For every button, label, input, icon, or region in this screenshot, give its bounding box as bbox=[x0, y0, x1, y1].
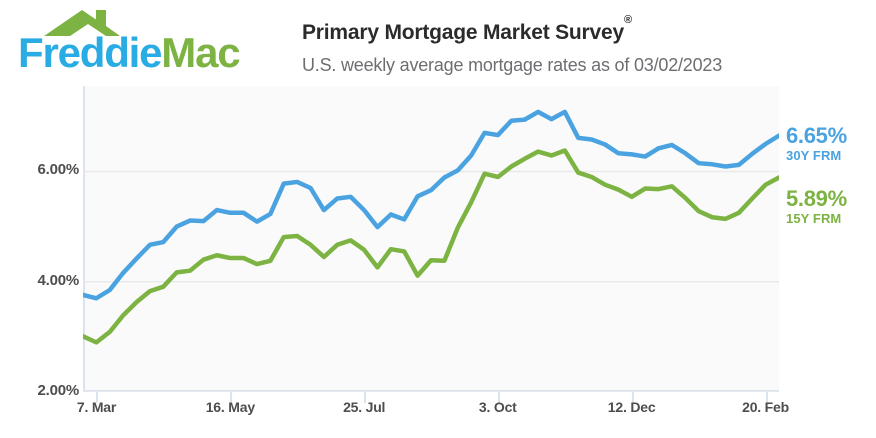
x-axis-tick-mark bbox=[497, 392, 500, 403]
y-axis-tick-label: 2.00% bbox=[37, 382, 79, 399]
x-axis-tick-label: 7. Mar bbox=[76, 399, 117, 415]
series-line-30y-frm bbox=[83, 109, 779, 301]
page-title: Primary Mortgage Market Survey® bbox=[302, 14, 632, 45]
series-line-15y-frm bbox=[83, 148, 779, 345]
x-axis-tick-mark bbox=[631, 392, 634, 403]
x-axis-tick-label: 20. Feb bbox=[742, 399, 789, 415]
x-axis-tick-label: 3. Oct bbox=[478, 399, 517, 415]
y-axis: 2.00% 4.00% 6.00% bbox=[0, 0, 79, 438]
house-roof-icon bbox=[44, 10, 120, 36]
callout-15y: 5.89% 15Y FRM bbox=[786, 187, 847, 227]
x-axis-tick-label: 16. May bbox=[205, 399, 255, 415]
x-axis-tick-mark bbox=[230, 392, 233, 403]
x-axis-tick-mark bbox=[96, 392, 99, 403]
logo-wordmark: FreddieMac bbox=[18, 29, 241, 76]
callout-15y-value: 5.89% bbox=[786, 186, 847, 211]
callout-15y-label: 15Y FRM bbox=[786, 211, 842, 226]
y-axis-tick-label: 6.00% bbox=[37, 161, 79, 179]
x-axis-tick-mark bbox=[765, 392, 768, 403]
x-axis-tick-label: 12. Dec bbox=[607, 399, 656, 415]
freddie-mac-logo: FreddieMac bbox=[18, 8, 280, 80]
plot-background bbox=[83, 86, 779, 392]
callout-30y: 6.65% 30Y FRM bbox=[786, 124, 847, 164]
y-axis-tick-label: 4.00% bbox=[37, 271, 79, 289]
page-subtitle: U.S. weekly average mortgage rates as of… bbox=[302, 55, 723, 75]
logo-mac-text: Mac bbox=[161, 29, 240, 76]
x-axis-tick-label: 25. Jul bbox=[343, 399, 386, 415]
registered-trademark-icon: ® bbox=[623, 14, 632, 27]
callout-30y-label: 30Y FRM bbox=[786, 148, 842, 163]
x-axis-tick-mark bbox=[364, 392, 367, 403]
plot-lines bbox=[83, 109, 779, 392]
callout-30y-value: 6.65% bbox=[786, 123, 847, 148]
page-title-text: Primary Mortgage Market Survey bbox=[302, 21, 624, 44]
logo-freddie-text: Freddie bbox=[18, 29, 162, 76]
